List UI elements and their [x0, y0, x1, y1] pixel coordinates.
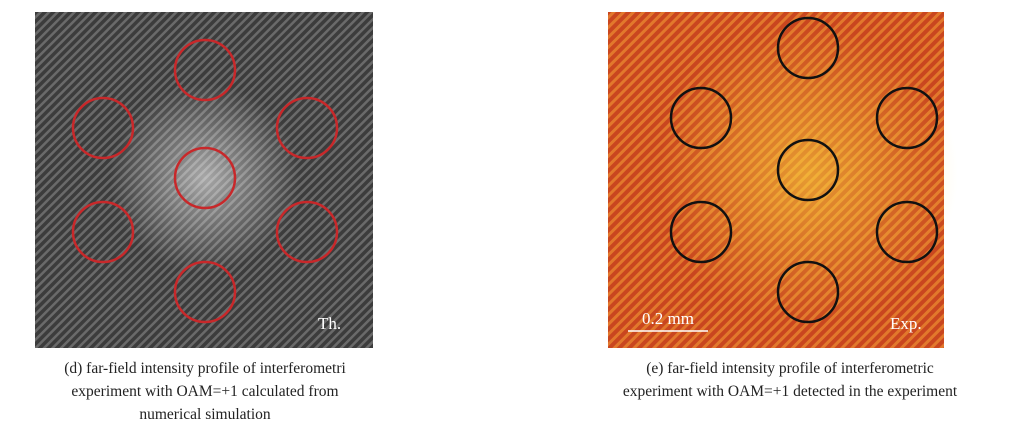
caption-line: (d) far-field intensity profile of inter… [64, 360, 346, 377]
scale-bar-label: 0.2 mm [642, 309, 694, 328]
figure: Th. 0.2 mm Exp. (d) far-field intensity … [0, 0, 1035, 430]
panel-label: Exp. [890, 314, 922, 333]
caption-line: (e) far-field intensity profile of inter… [646, 360, 934, 377]
theory-image: Th. [35, 12, 373, 348]
experiment-image: 0.2 mm Exp. [608, 12, 958, 348]
caption-line: numerical simulation [139, 406, 271, 423]
panel-label: Th. [318, 314, 341, 333]
captions: (d) far-field intensity profile of inter… [64, 360, 958, 423]
caption-line: experiment with OAM=+1 detected in the e… [623, 383, 958, 400]
caption-line: experiment with OAM=+1 calculated from [71, 383, 338, 400]
page: Th. 0.2 mm Exp. (d) far-field intensity … [0, 0, 1035, 430]
